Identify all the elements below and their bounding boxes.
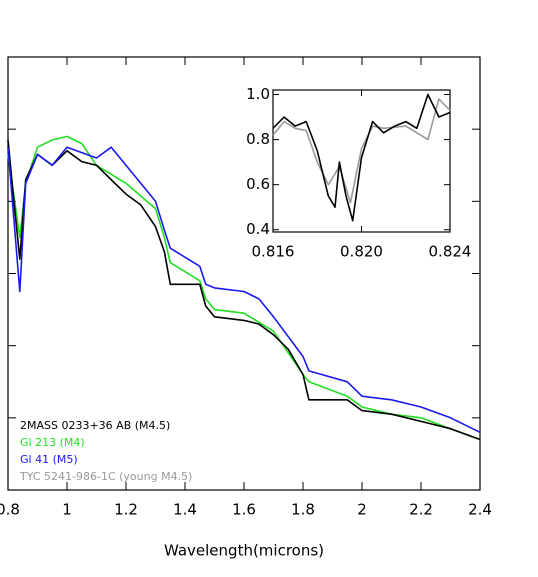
- spectrum-line: [7, 135, 481, 441]
- x-tick-label: 1.8: [291, 501, 315, 519]
- spectrum-line: [7, 146, 481, 434]
- x-tick-label: 2: [357, 501, 367, 519]
- x-tick-label: 0.816: [252, 243, 295, 261]
- spectrum-line: [272, 93, 451, 222]
- y-tick-label: 0.6: [246, 175, 270, 193]
- x-tick-label: 1.4: [173, 501, 197, 519]
- legend-entry: Gl 41 (M5): [20, 453, 78, 466]
- x-tick-label: 2.4: [468, 501, 492, 519]
- legend-entry: 2MASS 0233+36 AB (M4.5): [20, 419, 170, 432]
- spectrum-line: [272, 98, 451, 204]
- y-tick-label: 0.8: [246, 130, 270, 148]
- x-tick-label: 2.2: [409, 501, 433, 519]
- y-tick-label: 1.0: [246, 85, 270, 103]
- x-tick-label: 0.820: [340, 243, 383, 261]
- x-tick-label: 1.2: [114, 501, 138, 519]
- x-tick-label: 0.8: [0, 501, 20, 519]
- legend-entry: Gl 213 (M4): [20, 436, 85, 449]
- x-tick-label: 1.6: [232, 501, 256, 519]
- x-axis-label: Wavelength(microns): [164, 542, 324, 560]
- y-tick-label: 0.4: [246, 220, 270, 238]
- x-tick-label: 0.824: [429, 243, 472, 261]
- x-tick-label: 1: [62, 501, 72, 519]
- legend-entry: TYC 5241-986-1C (young M4.5): [19, 470, 192, 483]
